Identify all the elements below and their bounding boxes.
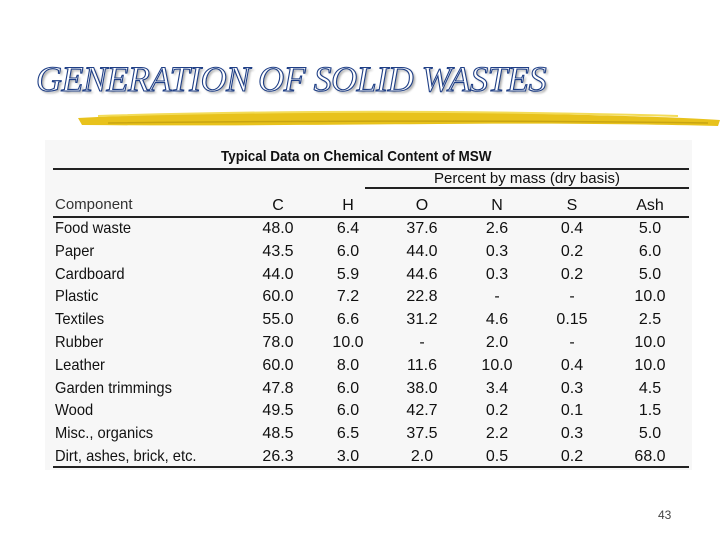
- slide-title: GENERATION OF SOLID WASTES: [35, 58, 547, 99]
- table-subheader: Percent by mass (dry basis): [434, 170, 620, 187]
- table-cell-n: 2.6: [485, 220, 509, 237]
- table-cell-o: 44.6: [406, 265, 438, 283]
- component-header: Component: [55, 196, 133, 213]
- table-cell-h: 6.5: [336, 425, 360, 443]
- column-header-s: S: [566, 197, 578, 214]
- table-cell-s: 0.1: [560, 402, 584, 420]
- table-title: Typical Data on Chemical Content of MSW: [221, 148, 492, 165]
- table-cell-s: 0.2: [560, 448, 584, 465]
- table-cell-c: 60.0: [262, 356, 294, 374]
- table-cell-o: 37.6: [406, 220, 438, 237]
- table-cell-h: 3.0: [336, 448, 360, 465]
- row-component-label: Misc., organics: [55, 425, 154, 443]
- table-cell-h: 6.0: [336, 402, 360, 420]
- column-header-o: O: [415, 197, 429, 214]
- table-cell-o: 42.7: [406, 402, 438, 420]
- msw-chemical-table: Typical Data on Chemical Content of MSW …: [45, 140, 692, 470]
- table-cell-ash: 2.5: [638, 311, 662, 329]
- page-number: 43: [658, 508, 672, 522]
- table-cell-h: 6.4: [336, 220, 360, 237]
- table-cell-n: 0.5: [485, 448, 509, 465]
- column-header-ash: Ash: [636, 197, 664, 214]
- title-underline-decoration: [78, 110, 720, 126]
- table-cell-ash: 5.0: [638, 265, 662, 283]
- column-header-h: H: [342, 197, 354, 214]
- table-bottom-rule: [53, 466, 689, 468]
- table-cell-c: 49.5: [262, 402, 294, 420]
- table-cell-s: 0.3: [560, 379, 584, 397]
- table-cell-n: 3.4: [485, 379, 509, 397]
- table-cell-ash: 1.5: [638, 402, 662, 420]
- table-cell-ash: 10.0: [634, 356, 666, 374]
- table-cell-c: 44.0: [262, 265, 294, 283]
- table-cell-s: 0.2: [560, 242, 584, 260]
- row-component-label: Dirt, ashes, brick, etc.: [55, 448, 197, 465]
- table-cell-o: 38.0: [406, 379, 438, 397]
- table-cell-o: 44.0: [406, 242, 438, 260]
- column-header-c: C: [272, 197, 284, 214]
- table-cell-s: 0.3: [560, 425, 584, 443]
- row-component-label: Textiles: [55, 311, 105, 329]
- table-cell-n: 0.2: [485, 402, 509, 420]
- row-component-label: Plastic: [55, 288, 99, 306]
- table-cell-n: 4.6: [485, 311, 509, 329]
- table-cell-c: 26.3: [262, 448, 294, 465]
- table-cell-c: 48.5: [262, 425, 294, 443]
- table-cell-o: 37.5: [406, 425, 438, 443]
- row-component-label: Garden trimmings: [55, 379, 172, 397]
- table-cell-ash: 68.0: [634, 448, 666, 465]
- table-cell-s: -: [569, 334, 575, 351]
- table-cell-c: 55.0: [262, 311, 294, 329]
- table-cell-n: 2.2: [485, 425, 509, 443]
- table-cell-n: 0.3: [485, 265, 509, 283]
- subheader-rule: [365, 187, 689, 189]
- row-component-label: Cardboard: [55, 265, 125, 283]
- table-cell-c: 47.8: [262, 379, 294, 397]
- table-cell-c: 48.0: [262, 220, 294, 237]
- header-rule: [53, 216, 689, 218]
- table-cell-ash: 10.0: [634, 334, 666, 351]
- table-cell-n: 0.3: [485, 242, 509, 260]
- table-cell-s: 0.2: [560, 265, 584, 283]
- table-cell-n: 2.0: [485, 334, 509, 351]
- table-cell-h: 6.0: [336, 242, 360, 260]
- table-cell-c: 43.5: [262, 242, 294, 260]
- table-cell-s: -: [569, 288, 575, 306]
- table-cell-ash: 5.0: [638, 425, 662, 443]
- table-cell-ash: 4.5: [638, 379, 662, 397]
- table-cell-h: 7.2: [336, 288, 360, 306]
- table-cell-o: 11.6: [407, 356, 437, 374]
- table-cell-h: 6.0: [336, 379, 360, 397]
- table-cell-h: 10.0: [332, 334, 364, 351]
- table-cell-c: 60.0: [262, 288, 294, 306]
- table-cell-ash: 5.0: [638, 220, 662, 237]
- table-top-rule: [53, 168, 689, 170]
- row-component-label: Paper: [55, 242, 95, 260]
- table-cell-ash: 10.0: [634, 288, 666, 306]
- table-cell-o: 22.8: [406, 288, 438, 306]
- table-cell-o: 31.2: [406, 311, 438, 329]
- row-component-label: Food waste: [55, 220, 132, 237]
- column-header-n: N: [491, 197, 503, 214]
- row-component-label: Leather: [55, 356, 105, 374]
- table-cell-c: 78.0: [262, 334, 294, 351]
- table-cell-n: -: [494, 288, 500, 306]
- table-cell-h: 5.9: [336, 265, 360, 283]
- table-cell-h: 6.6: [336, 311, 360, 329]
- table-cell-s: 0.4: [560, 220, 584, 237]
- table-cell-s: 0.15: [556, 311, 588, 329]
- row-component-label: Rubber: [55, 334, 104, 351]
- table-cell-o: -: [419, 334, 425, 351]
- row-component-label: Wood: [55, 402, 94, 420]
- table-cell-ash: 6.0: [638, 242, 662, 260]
- table-cell-s: 0.4: [560, 356, 584, 374]
- table-cell-o: 2.0: [410, 448, 434, 465]
- table-cell-n: 10.0: [481, 356, 513, 374]
- table-cell-h: 8.0: [336, 356, 360, 374]
